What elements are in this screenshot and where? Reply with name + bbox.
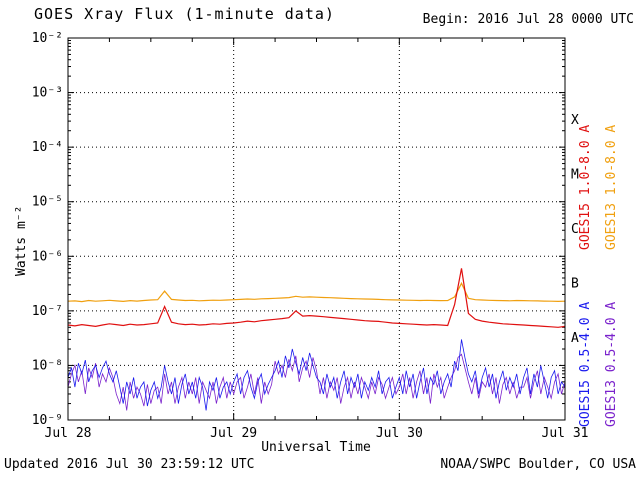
x-tick-label: Jul 28 bbox=[45, 426, 92, 441]
y-tick-label: 10⁻⁹ bbox=[32, 413, 63, 428]
source-attribution: NOAA/SWPC Boulder, CO USA bbox=[440, 457, 636, 472]
page-title: GOES Xray Flux (1-minute data) bbox=[34, 5, 335, 23]
y-tick-label: 10⁻⁸ bbox=[32, 358, 63, 373]
flare-class-label-a: A bbox=[571, 331, 579, 346]
flare-class-label-x: X bbox=[571, 113, 579, 128]
flare-class-label-c: C bbox=[571, 222, 579, 237]
flare-class-label-m: M bbox=[571, 167, 579, 182]
flare-class-label-b: B bbox=[571, 277, 579, 292]
series-goes13-short bbox=[67, 353, 566, 411]
plot-frame bbox=[67, 37, 566, 421]
legend-goes15-long: GOES15 1.0-8.0 A bbox=[578, 124, 593, 250]
x-tick-label: Jul 29 bbox=[210, 426, 257, 441]
series-goes13-long bbox=[67, 281, 566, 303]
legend-goes13-short: GOES13 0.5-4.0 A bbox=[604, 301, 619, 427]
x-tick-label: Jul 30 bbox=[376, 426, 423, 441]
y-tick-label: 10⁻⁶ bbox=[32, 249, 63, 264]
y-tick-label: 10⁻⁷ bbox=[32, 304, 63, 319]
legend-goes15-short: GOES15 0.5-4.0 A bbox=[578, 301, 593, 427]
y-tick-label: 10⁻² bbox=[32, 31, 63, 46]
x-tick-label: Jul 31 bbox=[542, 426, 589, 441]
begin-time-label: Begin: 2016 Jul 28 0000 UTC bbox=[422, 12, 634, 27]
y-axis-label: Watts m⁻² bbox=[14, 205, 29, 276]
series-goes15-short bbox=[67, 339, 566, 411]
series-goes15-long bbox=[67, 268, 566, 328]
y-tick-label: 10⁻⁴ bbox=[32, 140, 63, 155]
x-axis-label: Universal Time bbox=[261, 440, 371, 455]
y-tick-label: 10⁻⁵ bbox=[32, 195, 63, 210]
y-tick-label: 10⁻³ bbox=[32, 86, 63, 101]
updated-timestamp: Updated 2016 Jul 30 23:59:12 UTC bbox=[4, 457, 255, 472]
legend-goes13-long: GOES13 1.0-8.0 A bbox=[604, 124, 619, 250]
